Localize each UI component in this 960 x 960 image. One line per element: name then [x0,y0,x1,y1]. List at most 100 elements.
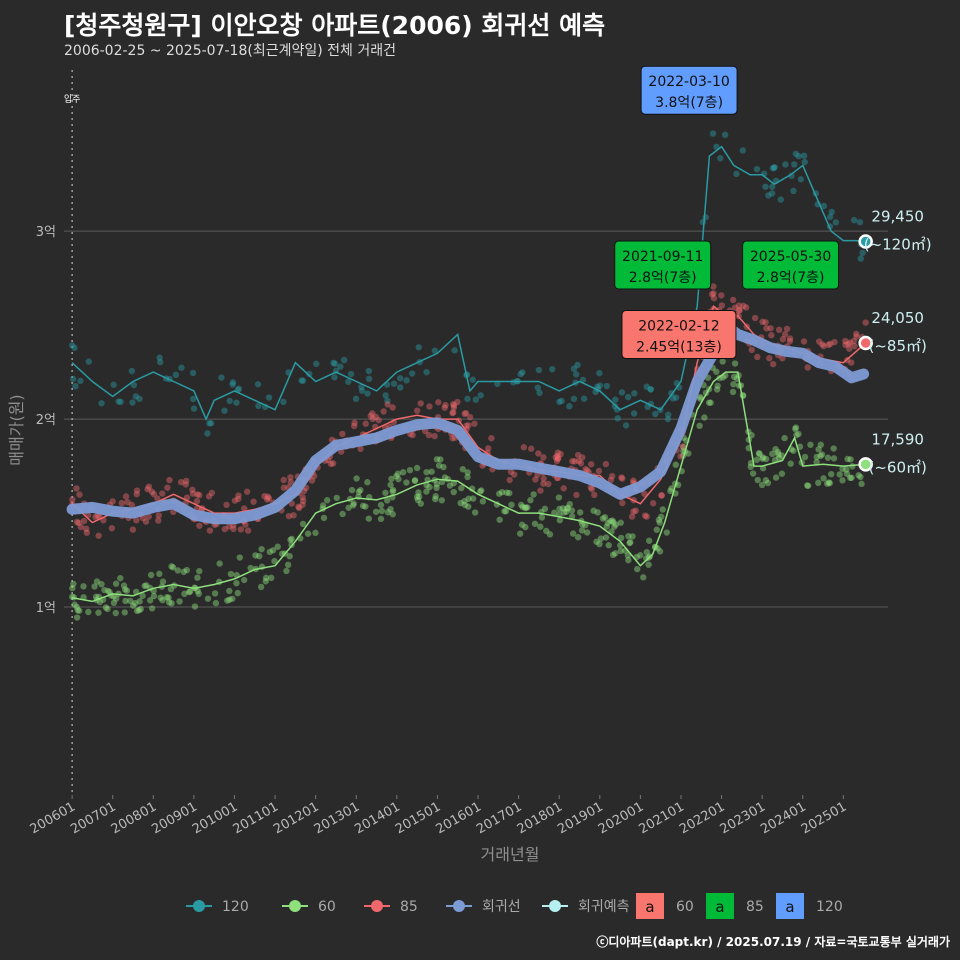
data-point-60 [502,507,510,515]
data-point-120 [280,398,287,406]
data-point-120 [472,396,480,403]
data-point-60 [157,594,164,601]
data-point-60 [93,578,101,585]
data-point-85 [450,400,457,408]
data-point-60 [394,470,402,477]
legend-box-glyph: a [645,898,654,916]
annotation-price: 2.8억(7층) [757,270,825,286]
data-point-60 [271,557,278,565]
data-point-60 [457,499,464,507]
data-point-60 [844,455,851,463]
data-point-85 [842,341,849,349]
data-point-85 [853,330,860,338]
data-point-60 [828,470,835,478]
data-point-120 [534,384,542,391]
data-point-60 [701,414,708,421]
data-point-85 [425,431,433,439]
data-point-60 [121,609,128,616]
data-point-120 [762,183,769,190]
data-point-60 [389,511,396,518]
data-point-85 [449,409,457,416]
data-point-85 [463,422,470,429]
data-point-60 [748,431,755,439]
data-point-60 [680,443,687,451]
series-line-60 [71,371,866,603]
data-point-120 [331,374,338,381]
data-point-60 [112,595,120,602]
data-point-60 [857,473,864,481]
data-point-60 [537,523,544,530]
data-point-85 [820,342,827,350]
chart-subtitle: 2006-02-25 ~ 2025-07-18(최근계약일) 전체 거래건 [64,43,396,59]
data-point-120 [570,365,578,372]
data-point-60 [729,388,737,396]
data-point-120 [721,131,729,139]
data-point-60 [433,484,440,492]
data-point-60 [256,552,263,560]
data-point-85 [299,497,307,504]
data-point-60 [792,424,800,431]
annotation-box [640,65,738,115]
data-point-60 [167,585,175,593]
data-point-60 [754,476,761,484]
data-point-60 [464,473,471,481]
data-point-85 [208,489,216,497]
data-point-120 [477,392,484,399]
data-point-60 [378,507,386,515]
data-point-85 [409,431,416,439]
data-point-120 [115,398,122,405]
data-point-85 [154,495,161,502]
data-point-60 [284,561,292,569]
data-point-60 [446,482,454,489]
data-point-60 [224,597,231,604]
data-point-60 [825,479,833,486]
data-point-85 [369,410,376,417]
data-point-60 [579,521,586,528]
end-label-area: (~120㎡) [864,235,932,253]
data-point-120 [797,176,805,183]
data-point-120 [69,375,77,383]
data-point-60 [382,489,389,497]
data-point-60 [458,484,465,492]
data-point-60 [196,567,203,575]
data-point-60 [194,587,201,595]
data-point-85 [677,453,684,460]
data-point-60 [96,598,104,606]
data-point-60 [137,605,144,613]
data-point-60 [120,582,128,589]
data-point-120 [358,387,366,394]
data-point-120 [218,374,225,381]
end-point-marker [858,234,873,249]
legend-label: 120 [222,899,249,915]
data-point-120 [739,147,747,154]
data-point-60 [415,489,422,496]
data-point-60 [559,505,567,512]
data-point-60 [359,502,367,510]
data-point-60 [667,487,674,495]
y-axis-title: 매매가(원) [7,394,26,465]
data-point-120 [235,385,243,392]
data-point-85 [465,422,472,429]
data-point-60 [564,504,571,512]
data-point-85 [779,336,787,343]
data-point-120 [365,375,373,383]
data-point-85 [781,331,789,338]
data-point-85 [194,491,201,498]
data-point-60 [582,521,589,529]
data-point-85 [133,490,140,498]
legend-key-dot [549,900,561,912]
data-point-60 [101,586,108,594]
data-point-85 [177,478,185,486]
data-point-60 [847,456,854,463]
data-point-60 [849,463,856,470]
data-point-60 [792,425,799,433]
data-point-60 [159,578,167,585]
data-point-60 [262,574,270,582]
data-point-120 [384,397,391,404]
data-point-60 [76,607,83,614]
data-point-120 [117,398,124,406]
data-point-60 [643,548,651,556]
data-point-120 [644,403,651,411]
data-point-60 [469,495,477,502]
data-point-120 [464,395,471,403]
